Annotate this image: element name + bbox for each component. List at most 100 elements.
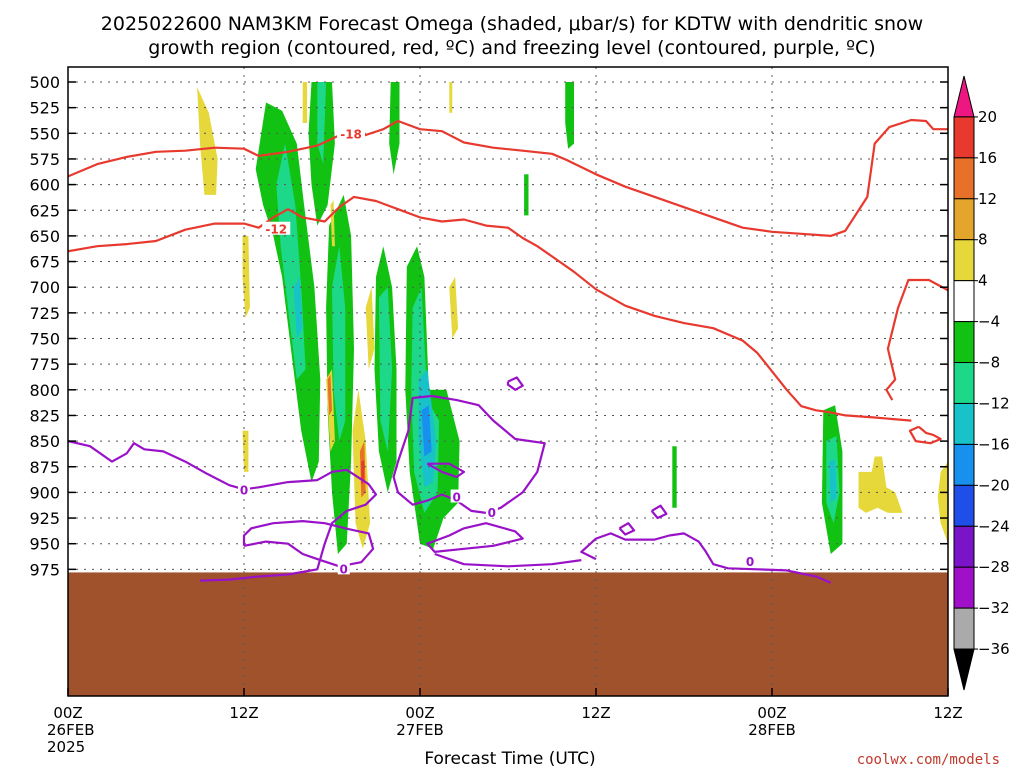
y-tick-label-850: 850 [29, 432, 60, 451]
y-tick-label-550: 550 [29, 124, 60, 143]
credit-text: coolwx.com/models [857, 752, 1000, 768]
omega-region-12 [332, 246, 346, 442]
freezing-contour-1 [242, 520, 375, 568]
freezing-contour-4 [580, 532, 832, 584]
colorbar-segment-0 [953, 75, 975, 118]
y-tick-label-575: 575 [29, 150, 60, 169]
plot-area: -18 -12 0 0 0 0 0 [68, 67, 948, 696]
freezing-contour-label-2: 0 [452, 491, 460, 505]
colorbar-segment-12 [953, 566, 975, 609]
omega-region-5 [389, 82, 400, 175]
colorbar-segment-8 [953, 402, 975, 445]
y-tick-label-925: 925 [29, 509, 60, 528]
omega-region-28 [858, 456, 903, 513]
y-tick-label-700: 700 [29, 278, 60, 297]
y-tick-label-625: 625 [29, 201, 60, 220]
colorbar-segment-4 [953, 239, 975, 282]
colorbar-segment-10 [953, 484, 975, 527]
dgz-contour-3 [885, 278, 948, 401]
chart-title-line-1: 2025022600 NAM3KM Forecast Omega (shaded… [101, 13, 923, 35]
colorbar-label-12: −32 [978, 599, 1010, 617]
colorbar-segment-2 [953, 157, 975, 200]
colorbar-label-8: −16 [978, 435, 1010, 453]
gridlines [68, 67, 948, 696]
omega-region-31 [449, 82, 453, 113]
omega-region-20 [197, 87, 218, 195]
freezing-label-bg-2 [450, 489, 463, 503]
omega-region-32 [327, 374, 332, 416]
freezing-contour-3 [426, 522, 524, 553]
y-tick-label-650: 650 [29, 227, 60, 246]
y-tick-label-975: 975 [29, 560, 60, 579]
omega-region-9 [672, 446, 677, 508]
dgz-label-bg-1 [262, 221, 291, 235]
colorbar-label-4: 4 [978, 272, 988, 290]
y-tick-label-725: 725 [29, 304, 60, 323]
x-tick-label-60-0: 12Z [933, 704, 962, 722]
freezing-contour-5 [434, 552, 582, 568]
y-tick-label-825: 825 [29, 406, 60, 425]
y-tick-label-750: 750 [29, 330, 60, 349]
x-tick-label-0-1: 26FEB [47, 721, 94, 739]
y-tick-label-775: 775 [29, 355, 60, 374]
colorbar: 20 16 12 8 4 −4 −8 −12 −16 −20 −24 −28 −32 −36 [953, 75, 1010, 691]
colorbar-label-1: 16 [978, 149, 997, 167]
dgz-contour-1 [68, 195, 912, 422]
y-tick-label-500: 500 [29, 73, 60, 92]
dgz-contour-2 [908, 425, 942, 445]
freezing-contour-2 [392, 394, 546, 514]
colorbar-label-0: 20 [978, 108, 997, 126]
ground-strip [68, 572, 948, 696]
omega-region-27 [242, 430, 249, 472]
freezing-contour-label-4: 0 [746, 555, 754, 569]
freezing-contour-0 [68, 440, 378, 582]
omega-region-25 [449, 276, 459, 339]
colorbar-label-3: 8 [978, 231, 988, 249]
omega-region-13 [378, 287, 393, 452]
colorbar-segment-5 [953, 280, 975, 323]
omega-region-17 [293, 276, 303, 339]
colorbar-label-11: −28 [978, 558, 1010, 576]
colorbar-label-5: −4 [978, 313, 1000, 331]
x-axis-label: Forecast Time (UTC) [424, 749, 595, 768]
dgz-contour-0 [68, 118, 948, 237]
x-tick-label-36-0: 12Z [581, 704, 610, 722]
x-tick-label-24-1: 27FEB [396, 721, 443, 739]
freezing-label-bg-0 [238, 482, 250, 496]
colorbar-label-2: 12 [978, 190, 997, 208]
dgz-contour-label-0: -18 [340, 127, 362, 141]
freezing-contour-7 [618, 522, 636, 536]
freezing-contour-6 [506, 376, 524, 391]
omega-region-34 [361, 459, 365, 485]
y-tick-label-600: 600 [29, 176, 60, 195]
colorbar-label-7: −12 [978, 394, 1010, 412]
y-tick-label-900: 900 [29, 483, 60, 502]
colorbar-segment-14 [953, 648, 975, 691]
y-tick-label-875: 875 [29, 458, 60, 477]
omega-region-8 [524, 174, 529, 216]
x-tick-label-12-0: 12Z [229, 704, 258, 722]
x-tick-label-24-0: 00Z [405, 704, 434, 722]
colorbar-segment-11 [953, 525, 975, 568]
freezing-label-bg-1 [337, 561, 350, 575]
freezing-contour-label-3: 0 [488, 506, 496, 520]
colorbar-label-10: −24 [978, 517, 1010, 535]
y-tick-label-800: 800 [29, 381, 60, 400]
freezing-contour-9 [426, 462, 466, 479]
omega-region-21 [242, 235, 250, 318]
x-tick-label-0-2: 2025 [47, 738, 85, 756]
colorbar-segment-7 [953, 362, 975, 404]
colorbar-segment-9 [953, 443, 975, 486]
colorbar-label-6: −8 [978, 354, 1000, 372]
x-tick-label-0-0: 00Z [53, 704, 82, 722]
y-tick-label-525: 525 [29, 99, 60, 118]
omega-region-6 [565, 82, 574, 149]
y-tick-label-950: 950 [29, 535, 60, 554]
colorbar-segment-6 [953, 321, 975, 364]
omega-region-18 [829, 459, 837, 503]
chart-title-line-2: growth region (contoured, red, ºC) and f… [148, 37, 875, 59]
freezing-contour-8 [650, 504, 668, 520]
omega-region-24 [365, 287, 375, 370]
plot-frame [67, 66, 949, 697]
